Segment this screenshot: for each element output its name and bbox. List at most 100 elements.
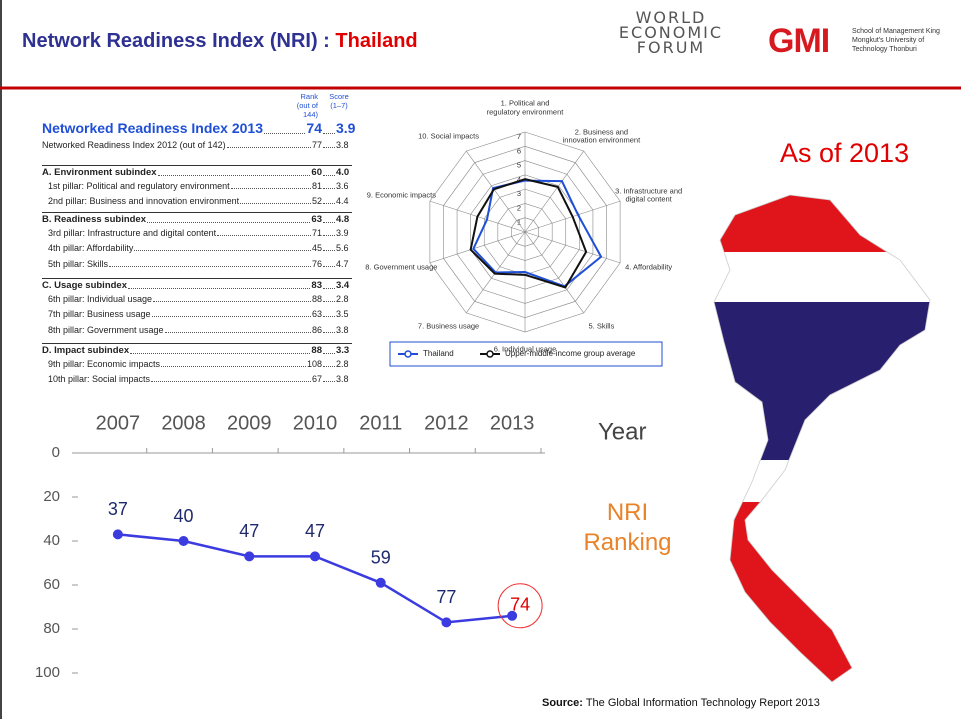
leader (323, 203, 335, 204)
title: Network Readiness Index (NRI) : Thailand (22, 30, 418, 53)
table-row: 1st pillar: Political and regulatory env… (42, 181, 352, 191)
row-score: 4.0 (336, 167, 350, 178)
row-rank: 77 (311, 140, 322, 150)
leader (323, 301, 335, 302)
radar-axis-label: 6. Individual usage (493, 344, 557, 354)
radar-tick-label: 4 (517, 175, 521, 184)
point (244, 551, 255, 562)
table-row: D. Impact subindex 88 3.3 (42, 343, 352, 356)
leader (323, 175, 335, 176)
source-label: Source: (542, 697, 583, 709)
row-rank: 52 (311, 196, 322, 206)
row-rank: 74 (306, 120, 322, 136)
y-axis-title: NRI Ranking (583, 499, 672, 556)
row-label: 4th pillar: Affordability (48, 243, 134, 253)
point (375, 577, 386, 588)
y-tick-label: 20 (43, 488, 60, 505)
row-label: Networked Readiness Index 2012 (out of 1… (42, 140, 226, 150)
table-row: 2nd pillar: Business and innovation envi… (42, 196, 352, 206)
radar-tick-label: 7 (517, 132, 521, 141)
radar-spoke (524, 150, 585, 233)
x-tick-label: 2007 (96, 412, 141, 434)
table-row: 10th pillar: Social impacts 67 3.8 (42, 374, 352, 384)
row-rank: 86 (311, 325, 322, 335)
leader (323, 366, 335, 367)
thailand-map (714, 195, 930, 682)
leader (323, 381, 335, 382)
point (178, 536, 189, 546)
leader (323, 353, 335, 354)
leader (230, 188, 311, 189)
row-score: 3.9 (336, 228, 349, 238)
data-label: 47 (305, 521, 325, 541)
radar-legend-box (389, 341, 663, 367)
radar-series (469, 178, 588, 289)
row-score: 4.4 (336, 196, 349, 206)
row-label: 7th pillar: Business usage (48, 309, 151, 319)
radar-axis-label: 5. Skills (588, 322, 615, 332)
leader (323, 222, 335, 223)
row-rank: 71 (311, 228, 322, 238)
row-score: 2.8 (336, 359, 349, 369)
leader (323, 266, 335, 267)
table-row: 9th pillar: Economic impacts 108 2.8 (42, 359, 352, 369)
row-label: 6th pillar: Individual usage (48, 294, 153, 304)
data-label: 74 (510, 595, 530, 615)
table-row: C. Usage subindex 83 3.4 (42, 278, 352, 291)
leader (134, 250, 311, 251)
map-stripe (714, 195, 930, 252)
table-row: 6th pillar: Individual usage 88 2.8 (42, 294, 352, 304)
table-row: A. Environment subindex 60 4.0 (42, 165, 352, 178)
leader (151, 316, 311, 317)
highlight-ring (497, 583, 543, 629)
table-row: Networked Readiness Index 2013 74 3.9 (42, 120, 355, 136)
leader (323, 188, 335, 189)
point (441, 617, 452, 628)
leader (109, 266, 311, 267)
table-row: 3rd pillar: Infrastructure and digital c… (42, 228, 352, 238)
x-axis-title: Year (598, 418, 647, 445)
source: Source: The Global Information Technolog… (542, 697, 820, 709)
row-score: 4.7 (336, 259, 349, 269)
row-label: 5th pillar: Skills (48, 259, 109, 269)
map-stripe (714, 252, 930, 302)
row-score: 3.8 (336, 140, 349, 150)
row-rank: 63 (311, 309, 322, 319)
y-tick-label: 40 (43, 532, 60, 549)
row-label: 1st pillar: Political and regulatory env… (48, 181, 230, 191)
leader (217, 235, 311, 236)
radar-tick-label: 2 (517, 203, 521, 212)
radar-axis-label: 2. Business and innovation environment (562, 126, 641, 145)
row-label: 8th pillar: Government usage (48, 325, 164, 335)
radar-axis-label: 10. Social impacts (418, 131, 480, 141)
leader (128, 288, 311, 289)
leader (323, 133, 335, 134)
radar-spoke (465, 150, 526, 233)
row-rank: 88 (311, 294, 322, 304)
row-label: B. Readiness subindex (42, 214, 147, 225)
gmi-subtitle: School of Management King Mongkut's Univ… (852, 28, 940, 53)
row-score: 3.8 (336, 325, 349, 335)
radar-axis-label: 7. Business usage (417, 322, 480, 332)
row-label: A. Environment subindex (42, 167, 157, 178)
leader (157, 175, 311, 176)
x-tick-label: 2009 (227, 412, 272, 434)
point (112, 529, 123, 540)
leader (151, 381, 311, 382)
y-tick-label: 80 (43, 620, 60, 637)
map-stripe (714, 302, 930, 460)
row-rank: 45 (311, 243, 322, 253)
row-score: 3.6 (336, 181, 349, 191)
radar-axis-label: 4. Affordability (625, 263, 673, 273)
x-tick-label: 2011 (359, 412, 402, 434)
title-country: Thailand (335, 30, 418, 52)
row-score: 3.3 (336, 345, 350, 356)
row-label: Networked Readiness Index 2013 (42, 120, 263, 136)
table-row: 7th pillar: Business usage 63 3.5 (42, 309, 352, 319)
wef-logo: WORLD ECONOMIC FORUM (618, 8, 724, 57)
row-label: C. Usage subindex (42, 280, 127, 291)
leader (323, 147, 335, 148)
radar-tick-label: 5 (517, 161, 521, 170)
row-score: 4.8 (336, 214, 350, 225)
